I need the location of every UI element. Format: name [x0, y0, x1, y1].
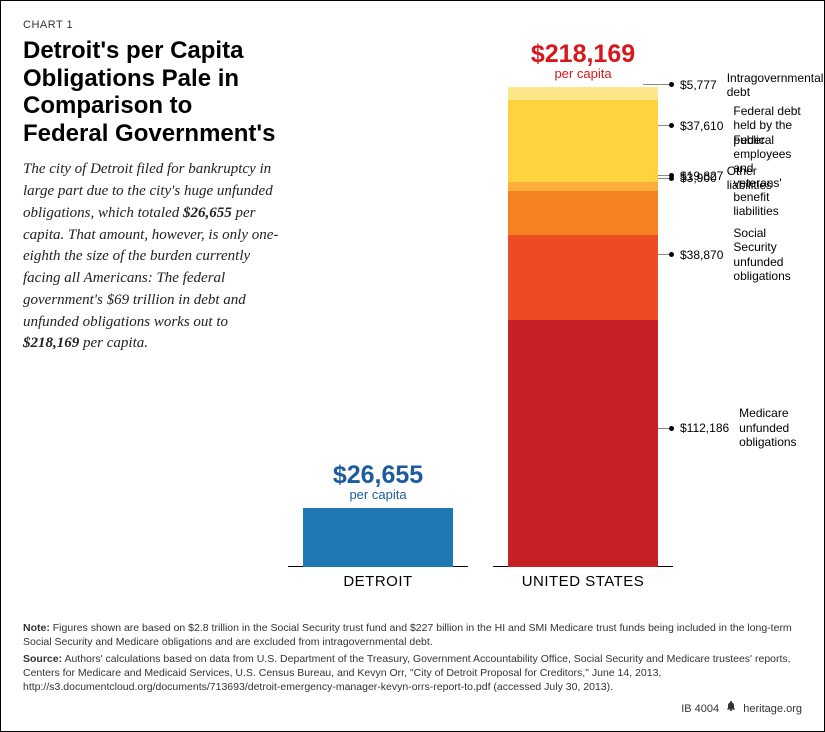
chart-column: $26,655per capita$112,186Medicare unfund… [313, 37, 802, 597]
callout-label: Medicare unfunded obligations [739, 406, 802, 449]
chart-description: The city of Detroit filed for bankruptcy… [23, 159, 283, 355]
callout-value: $5,777 [680, 78, 717, 92]
callout: $38,870 Social Security unfunded obligati… [658, 226, 802, 284]
callout-value: $38,870 [680, 248, 723, 262]
bar-total-label: $26,655per capita [278, 463, 478, 502]
callout-line [643, 84, 671, 85]
chart-area: $26,655per capita$112,186Medicare unfund… [313, 37, 802, 567]
x-axis-labels: DETROITUNITED STATES [313, 567, 802, 597]
source-line: Source: Authors' calculations based on d… [23, 652, 802, 695]
callout-dot [669, 426, 674, 431]
segment [508, 191, 658, 235]
callout-label: Intragovernmental debt [727, 71, 824, 100]
bar-total-sub: per capita [278, 488, 478, 502]
callout: $112,186 Medicare unfunded obligations [658, 406, 802, 449]
callout-dot [669, 123, 674, 128]
callout-value: $37,610 [680, 119, 723, 133]
site-name: heritage.org [743, 703, 802, 715]
callout: $37,610 Federal debt held by the public [658, 104, 802, 147]
callout-value: $112,186 [680, 421, 729, 435]
bar-total-value: $218,169 [483, 42, 683, 67]
ib-code: IB 4004 [681, 703, 719, 715]
content-row: Detroit's per Capita Obligations Pale in… [23, 37, 802, 597]
bar-total-label: $218,169per capita [483, 42, 683, 81]
segment [508, 320, 658, 567]
segment [508, 100, 658, 183]
segment [508, 235, 658, 321]
note-line: Note: Figures shown are based on $2.8 tr… [23, 621, 802, 649]
callout-label: Federal debt held by the public [733, 104, 802, 147]
segment [508, 87, 658, 100]
callout: $3,900 Other liabilities [658, 164, 802, 193]
footer: Note: Figures shown are based on $2.8 tr… [23, 621, 802, 717]
x-label: DETROIT [288, 573, 468, 590]
callout-label: Other liabilities [727, 164, 802, 193]
bell-icon [725, 703, 740, 715]
bar-total-sub: per capita [483, 67, 683, 81]
chart-number-label: CHART 1 [23, 19, 802, 31]
x-label: UNITED STATES [493, 573, 673, 590]
footer-meta: IB 4004 heritage.org [23, 700, 802, 717]
chart-title: Detroit's per Capita Obligations Pale in… [23, 37, 283, 147]
callout-dot [669, 252, 674, 257]
segment [508, 182, 658, 191]
callout-dot [669, 176, 674, 181]
callout-value: $3,900 [680, 171, 717, 185]
text-column: Detroit's per Capita Obligations Pale in… [23, 37, 283, 597]
callout-label: Social Security unfunded obligations [733, 226, 802, 284]
callout-dot [669, 82, 674, 87]
bar-total-value: $26,655 [278, 463, 478, 488]
segment [303, 508, 453, 567]
